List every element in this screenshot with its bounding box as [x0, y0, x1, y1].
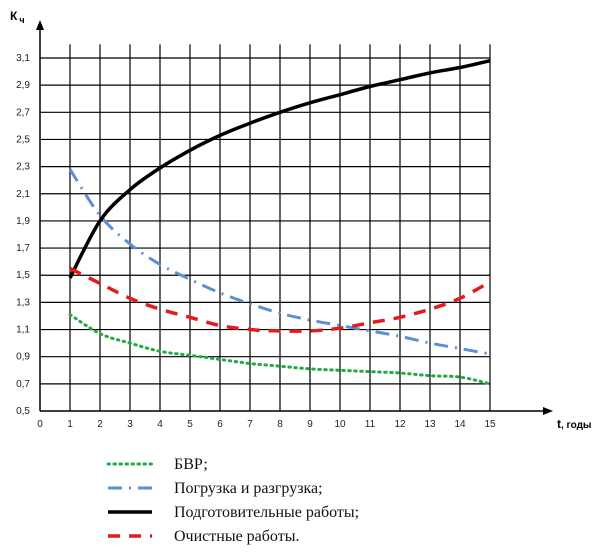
- y-tick-label: 1,3: [16, 297, 30, 308]
- y-tick-label: 1,9: [16, 216, 30, 227]
- axes: [36, 20, 553, 415]
- y-tick-label: 0,7: [16, 379, 30, 390]
- y-axis-title-main: К: [10, 9, 18, 23]
- x-tick-label: 10: [334, 419, 346, 430]
- x-tick-label: 14: [454, 419, 466, 430]
- x-tick-label: 8: [277, 419, 283, 430]
- x-tick-label: 3: [127, 419, 133, 430]
- x-tick-label: 5: [187, 419, 193, 430]
- series-line-bvr: [68, 313, 492, 386]
- x-tick-label: 7: [247, 419, 253, 430]
- x-axis-title: t, годы: [557, 417, 591, 431]
- y-tick-label: 1,7: [16, 243, 30, 254]
- series-line-stoping-works: [69, 266, 491, 333]
- x-tick-label: 4: [157, 419, 163, 430]
- y-tick-label: 2,9: [16, 80, 30, 91]
- x-tick-label: 0: [37, 419, 43, 430]
- y-axis-arrow: [36, 20, 44, 30]
- y-tick-labels: 0,5 0,7 0,9 1,1 1,3 1,5 1,7 1,9 2,1 2,3 2,5 2,7 2,9 3…: [16, 53, 30, 417]
- legend: БВР; Погрузка и разгрузка; Подготовительны…: [106, 456, 359, 545]
- x-axis-title-main: t: [557, 417, 561, 431]
- x-axis-arrow: [543, 407, 553, 415]
- legend-label-bvr: БВР;: [174, 456, 208, 473]
- x-tick-label: 15: [484, 419, 496, 430]
- x-tick-label: 12: [394, 419, 406, 430]
- y-tick-label: 2,3: [16, 162, 30, 173]
- y-tick-label: 2,1: [16, 189, 30, 200]
- legend-label-preparatory-works: Подготовительные работы;: [174, 504, 359, 521]
- x-tick-label: 2: [97, 419, 103, 430]
- y-tick-label: 1,5: [16, 270, 30, 281]
- y-tick-label: 2,5: [16, 134, 30, 145]
- series-lines: [68, 58, 492, 386]
- x-tick-label: 11: [365, 419, 376, 430]
- x-tick-label: 1: [67, 419, 73, 430]
- x-tick-label: 6: [217, 419, 223, 430]
- y-tick-label: 2,7: [16, 107, 30, 118]
- series-line-preparatory-works: [68, 58, 491, 279]
- x-tick-label: 13: [424, 419, 436, 430]
- y-axis-title-sub: ч: [19, 15, 24, 25]
- y-tick-label: 0,5: [16, 406, 30, 417]
- y-tick-label: 3,1: [16, 53, 30, 64]
- x-tick-labels: 0 1 2 3 4 5 6 7 8 9 10 11 12 13 14 15: [37, 419, 496, 430]
- legend-label-loading-unloading: Погрузка и разгрузка;: [174, 480, 323, 497]
- y-tick-label: 1,1: [16, 325, 30, 336]
- legend-label-stoping-works: Очистные работы.: [174, 528, 299, 545]
- grid: [40, 44, 491, 411]
- x-tick-label: 9: [307, 419, 313, 430]
- series-line-loading-unloading: [68, 168, 491, 356]
- x-axis-title-unit: , годы: [561, 420, 591, 431]
- y-tick-label: 0,9: [16, 352, 30, 363]
